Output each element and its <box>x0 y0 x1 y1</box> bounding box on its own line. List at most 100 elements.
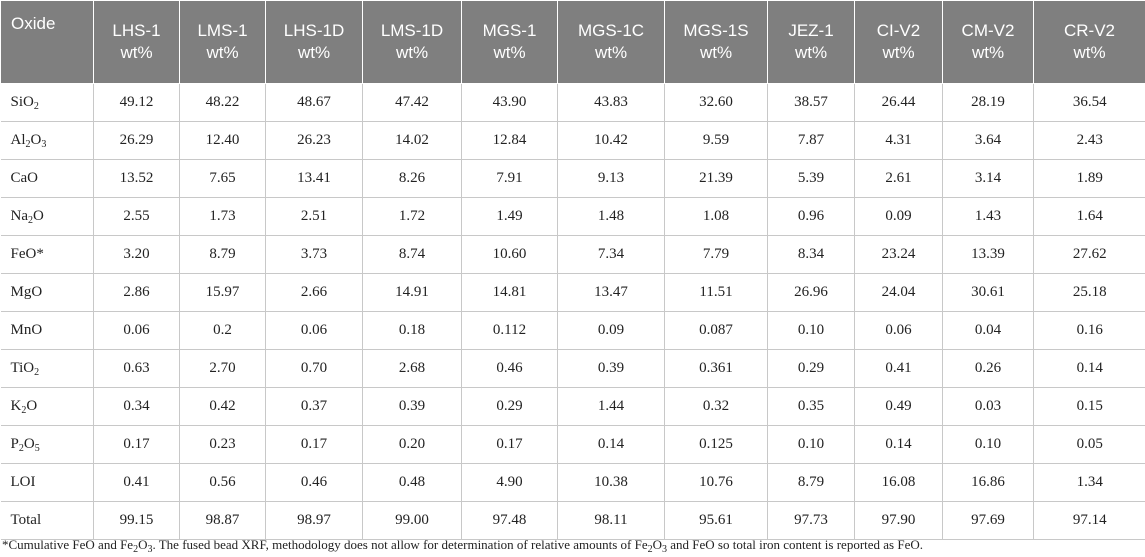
oxide-cell: Na2O <box>0 197 94 236</box>
footnote: *Cumulative FeO and Fe2O3. The fused bea… <box>2 537 923 555</box>
column-header: MGS-1 wt% <box>461 0 558 84</box>
column-header-name: LHS-1D <box>283 21 345 40</box>
oxide-cell: LOI <box>0 463 94 502</box>
column-header-unit: wt% <box>395 43 429 62</box>
value-cell: 1.49 <box>461 197 558 236</box>
value-cell: 0.96 <box>767 197 855 236</box>
value-cell: 26.29 <box>93 121 180 160</box>
value-cell: 25.18 <box>1033 273 1145 312</box>
value-cell: 0.10 <box>942 425 1034 464</box>
value-cell: 13.52 <box>93 159 180 198</box>
value-cell: 99.00 <box>362 501 462 540</box>
table-row: K2O 0.34 0.42 0.37 0.39 0.29 1.44 0.32 0.35 0.49 0… <box>0 387 1145 426</box>
column-header: CM-V2 wt% <box>942 0 1034 84</box>
column-header-unit: wt% <box>699 43 733 62</box>
column-header: LHS-1 wt% <box>93 0 180 84</box>
value-cell: 10.76 <box>664 463 768 502</box>
oxide-cell: CaO <box>0 159 94 198</box>
value-cell: 1.48 <box>557 197 665 236</box>
value-cell: 14.91 <box>362 273 462 312</box>
value-cell: 1.89 <box>1033 159 1145 198</box>
oxide-composition-table: Oxide LHS-1 wt% LMS-1 wt% LHS-1D wt% LMS-1D wt% M… <box>0 0 1145 540</box>
column-header-unit: wt% <box>206 43 239 62</box>
value-cell: 2.86 <box>93 273 180 312</box>
value-cell: 95.61 <box>664 501 768 540</box>
value-cell: 0.20 <box>362 425 462 464</box>
value-cell: 14.81 <box>461 273 558 312</box>
column-header-name: MGS-1 <box>482 21 537 40</box>
column-header-unit: wt% <box>120 43 153 62</box>
value-cell: 0.70 <box>265 349 363 388</box>
value-cell: 0.18 <box>362 311 462 350</box>
oxide-cell: MgO <box>0 273 94 312</box>
value-cell: 2.43 <box>1033 121 1145 160</box>
value-cell: 43.83 <box>557 83 665 122</box>
value-cell: 1.72 <box>362 197 462 236</box>
value-cell: 4.90 <box>461 463 558 502</box>
value-cell: 38.57 <box>767 83 855 122</box>
value-cell: 0.34 <box>93 387 180 426</box>
table-row: Al2O3 26.29 12.40 26.23 14.02 12.84 10.42 9.59 7… <box>0 121 1145 160</box>
value-cell: 23.24 <box>854 235 943 274</box>
value-cell: 97.73 <box>767 501 855 540</box>
value-cell: 0.09 <box>557 311 665 350</box>
value-cell: 0.17 <box>93 425 180 464</box>
value-cell: 0.06 <box>265 311 363 350</box>
value-cell: 0.112 <box>461 311 558 350</box>
column-header: MGS-1S wt% <box>664 0 768 84</box>
column-header-unit: wt% <box>297 43 331 62</box>
value-cell: 7.87 <box>767 121 855 160</box>
value-cell: 0.14 <box>854 425 943 464</box>
value-cell: 1.34 <box>1033 463 1145 502</box>
value-cell: 0.2 <box>179 311 266 350</box>
value-cell: 0.06 <box>93 311 180 350</box>
value-cell: 47.42 <box>362 83 462 122</box>
value-cell: 3.14 <box>942 159 1034 198</box>
value-cell: 26.44 <box>854 83 943 122</box>
value-cell: 2.51 <box>265 197 363 236</box>
value-cell: 97.90 <box>854 501 943 540</box>
table-row: LOI 0.41 0.56 0.46 0.48 4.90 10.38 10.76 8.79 16.… <box>0 463 1145 502</box>
column-header-unit: wt% <box>1073 43 1106 62</box>
value-cell: 27.62 <box>1033 235 1145 274</box>
value-cell: 7.79 <box>664 235 768 274</box>
value-cell: 0.37 <box>265 387 363 426</box>
value-cell: 0.48 <box>362 463 462 502</box>
oxide-cell: K2O <box>0 387 94 426</box>
value-cell: 43.90 <box>461 83 558 122</box>
value-cell: 5.39 <box>767 159 855 198</box>
column-header-name: LMS-1 <box>197 21 248 40</box>
column-header: CI-V2 wt% <box>854 0 943 84</box>
table-body: SiO2 49.12 48.22 48.67 47.42 43.90 43.83 32.60 3… <box>0 83 1145 540</box>
value-cell: 26.96 <box>767 273 855 312</box>
column-header-name: JEZ-1 <box>788 21 834 40</box>
value-cell: 0.09 <box>854 197 943 236</box>
column-header-unit: wt% <box>882 43 915 62</box>
table-row: MnO 0.06 0.2 0.06 0.18 0.112 0.09 0.087 0.10 0.06… <box>0 311 1145 350</box>
column-header: MGS-1C wt% <box>557 0 665 84</box>
value-cell: 0.15 <box>1033 387 1145 426</box>
value-cell: 0.14 <box>1033 349 1145 388</box>
value-cell: 10.38 <box>557 463 665 502</box>
value-cell: 97.69 <box>942 501 1034 540</box>
oxide-cell: Total <box>0 501 94 540</box>
value-cell: 8.34 <box>767 235 855 274</box>
value-cell: 11.51 <box>664 273 768 312</box>
value-cell: 2.68 <box>362 349 462 388</box>
column-header-name: LMS-1D <box>380 21 444 40</box>
value-cell: 98.11 <box>557 501 665 540</box>
value-cell: 7.34 <box>557 235 665 274</box>
value-cell: 0.63 <box>93 349 180 388</box>
value-cell: 0.46 <box>461 349 558 388</box>
value-cell: 0.39 <box>557 349 665 388</box>
column-header-unit: wt% <box>794 43 828 62</box>
column-header-name: MGS-1C <box>577 21 645 40</box>
column-header: Oxide <box>0 0 94 84</box>
value-cell: 0.06 <box>854 311 943 350</box>
value-cell: 0.46 <box>265 463 363 502</box>
value-cell: 26.23 <box>265 121 363 160</box>
value-cell: 48.22 <box>179 83 266 122</box>
oxide-cell: TiO2 <box>0 349 94 388</box>
value-cell: 12.84 <box>461 121 558 160</box>
value-cell: 0.087 <box>664 311 768 350</box>
